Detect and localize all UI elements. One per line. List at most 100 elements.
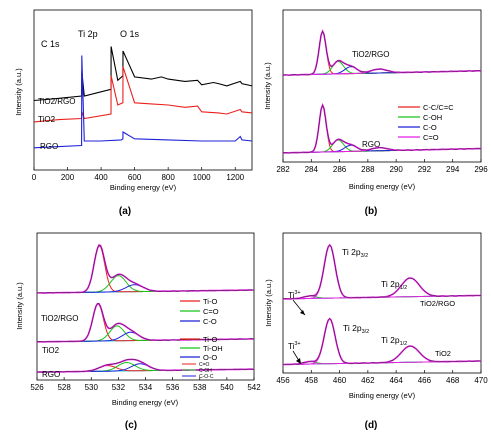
panel-a-xtick-label-3: 600 — [128, 173, 142, 182]
panel-b-xtick-label-4: 290 — [389, 165, 403, 174]
panel-a-label-tio2: TiO2 — [38, 115, 56, 124]
panel-a-series-line-0 — [33, 46, 253, 102]
panel-c-xtick-label-8: 542 — [247, 383, 261, 392]
panel-c-legend3-label-1: C-OH — [199, 368, 212, 374]
panel-c-o1s: 526 528 530 532 534 536 538 540 542 Intensity (a… — [15, 232, 261, 431]
panel-d-letter: (d) — [365, 420, 378, 431]
panel-a-xtick-label-2: 400 — [94, 173, 108, 182]
panel-d-raw-0 — [282, 244, 482, 300]
panel-a-xlabel: Binding energy (eV) — [110, 183, 177, 192]
panel-a-letter: (a) — [119, 206, 131, 217]
panel-c-xtick-label-6: 538 — [193, 383, 207, 392]
panel-c-label-tio2: TiO2 — [42, 346, 60, 355]
panel-c-legend2-label-0: Ti-O — [203, 335, 217, 344]
panel-c-curves-group — [36, 243, 255, 373]
panel-c-legend2-label-1: Ti-OH — [203, 344, 223, 353]
panel-a-survey: 0 200 400 600 800 1000 1200 Intensity (a.u.) B… — [14, 9, 253, 217]
panel-d-envelope-0 — [283, 243, 482, 300]
panel-a-label-tio2rgo: TiO2/RGO — [38, 97, 75, 106]
panel-a-ticks-group: 0 200 400 600 800 1000 1200 — [32, 167, 245, 182]
panel-b-xtick-label-7: 296 — [474, 165, 488, 174]
panel-c-xtick-label-1: 528 — [57, 383, 71, 392]
panel-c-xtick-label-4: 534 — [139, 383, 153, 392]
panel-d-xtick-label-2: 460 — [333, 376, 347, 385]
panel-a-xtick-label-6: 1200 — [226, 173, 244, 182]
panel-b-legend: C-C/C=C C-OH C-O C=O — [398, 103, 454, 142]
panel-c-legend-tio2rgo: Ti-O C=O C-O — [180, 297, 219, 326]
panel-c-xtick-label-3: 532 — [112, 383, 126, 392]
panel-b-legend-ccc: C-C/C=C — [423, 103, 454, 112]
panel-b-letter: (b) — [365, 206, 378, 217]
panel-c-legend3-label-2: C-O-C — [199, 374, 214, 380]
panel-b-xtick-label-1: 284 — [305, 165, 319, 174]
panel-a-annotation-c1s: C 1s — [41, 39, 60, 49]
panel-b-xtick-label-2: 286 — [333, 165, 347, 174]
panel-d-xlabel: Binding energy (eV) — [349, 391, 416, 400]
panel-b-xtick-label-6: 294 — [446, 165, 460, 174]
panel-b-ticks-group: 282 284 286 288 290 292 294 296 — [276, 159, 488, 174]
panel-b-legend-co: C-O — [423, 123, 437, 132]
panel-c-label-tio2rgo: TiO2/RGO — [41, 314, 78, 323]
panel-c-ticks-group: 526 528 530 532 534 536 538 540 542 — [30, 377, 261, 392]
panel-b-legend-coh: C-OH — [423, 113, 442, 122]
panel-b-xtick-label-3: 288 — [361, 165, 375, 174]
panel-a-frame — [33, 9, 253, 171]
panel-d-raw-1 — [282, 318, 482, 365]
panel-c-raw-1 — [36, 303, 255, 343]
panel-c-legend1-label-0: Ti-O — [203, 297, 217, 306]
panel-c-raw-2 — [36, 359, 255, 373]
panel-d-xtick-label-6: 468 — [446, 376, 460, 385]
panel-a-annotation-o1s: O 1s — [120, 29, 140, 39]
panel-b-frame — [282, 9, 482, 163]
panel-d-lower-ti3plus-arrowhead — [296, 358, 301, 364]
panel-d-ylabel: Intensity (a.u.) — [264, 279, 273, 327]
panel-d-xtick-label-3: 462 — [361, 376, 375, 385]
panel-b-label-tio2rgo: TiO2/RGO — [352, 50, 389, 59]
panel-a-annotation-ti2p: Ti 2p — [78, 29, 98, 39]
panel-d-xtick-label-1: 458 — [305, 376, 319, 385]
panel-c-raw-0 — [36, 244, 255, 294]
panel-c-legend-tio2: Ti-O Ti-OH O-O — [180, 335, 223, 362]
panel-c-xlabel: Binding energy (eV) — [112, 398, 179, 407]
panel-d-ticks-group: 456 458 460 462 464 466 468 470 — [276, 370, 488, 385]
panel-c-xtick-label-2: 530 — [85, 383, 99, 392]
panel-a-series-group — [33, 46, 253, 149]
panel-d-label-tio2rgo: TiO2/RGO — [420, 299, 455, 308]
panel-d-xtick-label-0: 456 — [276, 376, 290, 385]
panel-c-legend3-label-0: C=O — [199, 362, 210, 368]
panel-d-lower-ti3plus: Ti3+ — [288, 341, 301, 351]
panel-b-raw-1 — [282, 104, 482, 154]
panel-b-raw-0 — [282, 30, 482, 76]
panel-d-upper-ti3plus-arrowhead — [300, 310, 305, 315]
panel-c-xtick-label-5: 536 — [166, 383, 180, 392]
panel-d-xtick-label-7: 470 — [474, 376, 488, 385]
panel-c-xtick-label-0: 526 — [30, 383, 44, 392]
panel-b-xlabel: Binding energy (eV) — [349, 182, 416, 191]
panel-c-ylabel: Intensity (a.u.) — [15, 282, 24, 330]
panel-c-xtick-label-7: 540 — [220, 383, 234, 392]
panel-d-upper-ti3plus: Ti3+ — [288, 290, 301, 300]
panel-c-legend1-label-1: C=O — [203, 307, 219, 316]
panel-b-xtick-label-5: 292 — [418, 165, 432, 174]
panel-c-legend1-label-2: C-O — [203, 317, 217, 326]
panel-d-xtick-label-5: 466 — [418, 376, 432, 385]
panel-a-xtick-label-1: 200 — [61, 173, 75, 182]
panel-b-xtick-label-0: 282 — [276, 165, 290, 174]
panel-a-xtick-label-4: 800 — [161, 173, 175, 182]
panel-b-c1s: 282 284 286 288 290 292 294 296 Intensity (a.u.… — [263, 9, 488, 217]
panel-c-label-rgo: RGO — [42, 370, 60, 379]
panel-a-series-line-1 — [33, 66, 253, 123]
panel-c-legend2-label-2: O-O — [203, 353, 217, 362]
panel-a-ylabel: Intensity (a.u.) — [14, 68, 23, 116]
panel-d-xtick-label-4: 464 — [389, 376, 403, 385]
panel-c-legend-rgo: C=O C-OH C-O-C — [182, 362, 214, 380]
panel-a-label-rgo: RGO — [40, 142, 58, 151]
panel-a-xtick-label-5: 1000 — [193, 173, 211, 182]
panel-b-ylabel: Intensity (a.u.) — [263, 62, 272, 110]
panel-a-xtick-label-0: 0 — [32, 173, 37, 182]
panel-c-letter: (c) — [125, 420, 137, 431]
panel-b-legend-c-double-o: C=O — [423, 133, 439, 142]
panel-b-curves-group — [282, 29, 482, 154]
panel-d-curves-group — [282, 243, 482, 366]
